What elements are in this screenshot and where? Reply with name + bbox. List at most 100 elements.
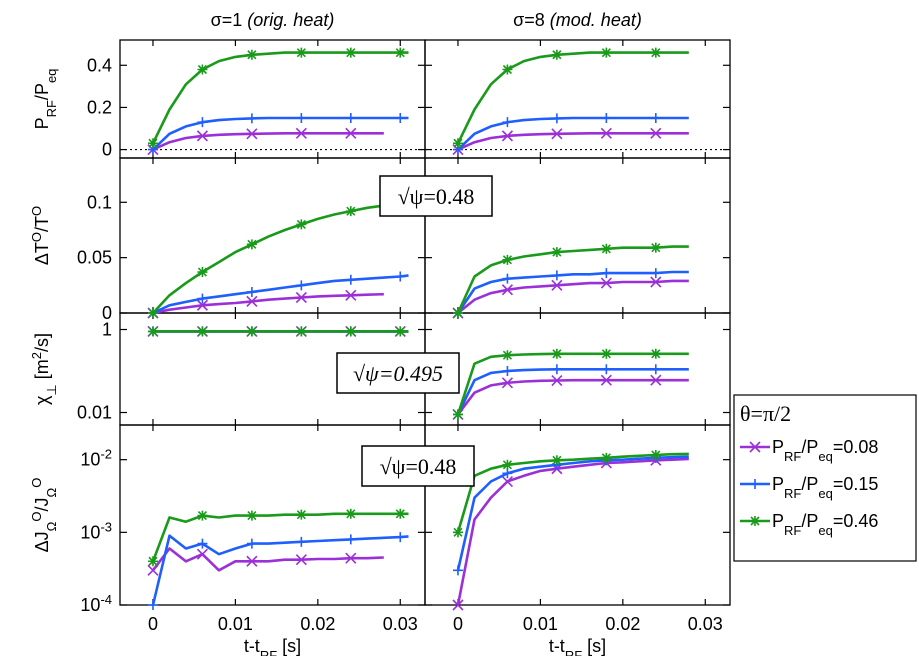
- y-tick-label: 0: [102, 140, 112, 160]
- x-marker: [501, 284, 513, 296]
- plus-marker: [345, 112, 356, 123]
- star-marker: [502, 459, 513, 470]
- x-marker: [600, 277, 612, 289]
- series-line: [152, 132, 384, 151]
- column-titles: σ=1 (orig. heat) σ=8 (mod. heat): [211, 10, 642, 30]
- annotation-3: √ψ=0.48: [361, 445, 475, 487]
- star-marker: [197, 510, 208, 521]
- star-marker: [601, 243, 612, 254]
- plus-marker: [601, 268, 612, 279]
- star-marker: [650, 348, 661, 359]
- panel-r0-c0: [147, 47, 409, 156]
- plus-marker: [345, 274, 356, 285]
- x-tick-label: 0.02: [300, 614, 335, 634]
- panel-r3-c1: [452, 449, 689, 611]
- plus-marker: [395, 112, 406, 123]
- star-marker: [296, 509, 307, 520]
- y-axis-labels: PRF/Peq ΔTO/TO χ⊥ [m2/s] ΔJΩO/JΩO: [29, 69, 59, 553]
- star-marker: [395, 326, 406, 337]
- y-axis-label-3: χ⊥ [m2/s]: [29, 333, 59, 405]
- x-marker: [501, 475, 513, 488]
- star-marker: [601, 452, 612, 463]
- panel-frame-r0-c1: [424, 39, 731, 159]
- star-marker: [296, 326, 307, 337]
- plus-marker: [246, 538, 257, 549]
- star-marker: [452, 138, 463, 149]
- plus-marker: [650, 364, 661, 375]
- plus-marker: [551, 270, 562, 281]
- series-line: [456, 245, 689, 314]
- panel-r2-c0: [147, 325, 409, 337]
- x-marker: [551, 374, 563, 387]
- panel-r3-c0: [147, 508, 409, 610]
- star-marker: [197, 64, 208, 75]
- x-marker: [345, 289, 357, 301]
- series-line: [152, 116, 409, 151]
- y-tick-label: 10-2: [80, 446, 112, 470]
- x-marker: [600, 127, 612, 139]
- y-axis-label-4: ΔJΩO/JΩO: [29, 478, 59, 553]
- star-marker: [345, 326, 356, 337]
- series-line: [456, 378, 689, 416]
- plus-marker: [395, 271, 406, 282]
- plus-marker: [551, 113, 562, 124]
- star-marker: [452, 527, 463, 538]
- x-marker: [650, 127, 662, 139]
- series-line: [457, 116, 689, 151]
- y-tick-label: 0.2: [87, 97, 112, 117]
- x-marker: [501, 377, 513, 389]
- star-marker: [650, 449, 661, 460]
- plus-marker: [650, 112, 661, 123]
- y-tick-label: 0.01: [77, 403, 112, 423]
- panel-r0-c1: [452, 47, 689, 156]
- y-tick-label: 10-4: [80, 592, 112, 616]
- plus-marker: [345, 534, 356, 545]
- svg-text:PRF/Peq=0.15: PRF/Peq=0.15: [772, 474, 878, 501]
- series-line: [151, 547, 384, 572]
- series-line: [151, 51, 409, 144]
- svg-text:√ψ=0.48: √ψ=0.48: [380, 454, 457, 479]
- svg-text:√ψ=0.495: √ψ=0.495: [353, 361, 443, 386]
- x-marker: [345, 127, 357, 139]
- plus-marker: [601, 364, 612, 375]
- series-line: [456, 457, 689, 606]
- x-tick-label: 0.03: [688, 614, 723, 634]
- series-line: [457, 132, 689, 151]
- plus-marker: [197, 538, 208, 549]
- legend-box: [733, 394, 917, 562]
- x-marker: [196, 130, 208, 142]
- series-line: [457, 279, 689, 315]
- x-marker: [551, 128, 563, 140]
- y-tick-label: 0.4: [87, 55, 112, 75]
- star-marker: [601, 348, 612, 359]
- x-marker: [452, 599, 464, 611]
- svg-text:√ψ=0.48: √ψ=0.48: [398, 184, 475, 209]
- series-line: [456, 352, 689, 415]
- plus-marker: [502, 273, 513, 284]
- legend-entry-2: PRF/Peq=0.15: [740, 474, 878, 501]
- x-marker: [501, 130, 513, 142]
- star-marker: [601, 47, 612, 58]
- plus-marker: [395, 532, 406, 543]
- x-marker: [295, 554, 307, 566]
- y-tick-label: 10-3: [80, 519, 112, 543]
- plus-marker: [601, 112, 612, 123]
- y-tick-label: 0.05: [77, 248, 112, 268]
- x-axis-label-2: t-tRF [s]: [549, 636, 606, 656]
- plus-marker: [197, 293, 208, 304]
- star-marker: [147, 308, 158, 318]
- star-marker: [551, 348, 562, 359]
- star-marker: [296, 47, 307, 58]
- plus-marker: [502, 117, 513, 128]
- plus-marker: [197, 117, 208, 128]
- legend-title: θ=π/2: [740, 401, 791, 426]
- star-marker: [551, 455, 562, 466]
- star-marker: [452, 308, 463, 318]
- panels: 0 0.2 0.4 0 0.05 0.1 0.01 1 10-4 10-3 10-2: [77, 39, 731, 616]
- star-marker: [246, 49, 257, 60]
- x-marker: [147, 564, 159, 576]
- svg-text:PRF/Peq=0.46: PRF/Peq=0.46: [772, 511, 878, 538]
- plus-marker: [296, 112, 307, 123]
- annotation-2: √ψ=0.495: [336, 352, 460, 394]
